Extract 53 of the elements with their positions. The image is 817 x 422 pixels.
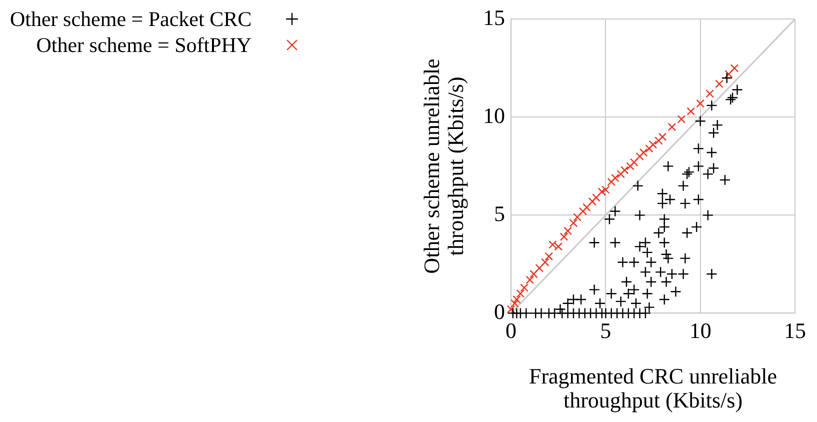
- point: [510, 299, 519, 308]
- point: [648, 140, 658, 149]
- point: [540, 258, 550, 266]
- y-tick-label: 5: [494, 200, 505, 226]
- point: [668, 122, 676, 132]
- point: [616, 170, 625, 178]
- x-tick-label: 10: [689, 318, 712, 344]
- y-tick-label: 15: [483, 4, 505, 30]
- y-tick-label: 10: [483, 102, 505, 128]
- point: [630, 158, 638, 166]
- point: [582, 203, 591, 212]
- x-tick-label: 5: [600, 318, 612, 344]
- point: [544, 252, 553, 260]
- x-tick-label: 15: [784, 318, 806, 344]
- point: [506, 305, 516, 314]
- point: [706, 90, 714, 98]
- point: [602, 186, 610, 194]
- point: [730, 64, 739, 72]
- point: [526, 276, 534, 284]
- point: [645, 144, 654, 153]
- legend-label: Other scheme = SoftPHY: [36, 32, 252, 58]
- point: [554, 242, 562, 251]
- point: [560, 232, 568, 241]
- point: [535, 264, 544, 272]
- point: [686, 107, 695, 116]
- point: [654, 136, 663, 145]
- legend-label: Other scheme = Packet CRC: [10, 6, 252, 32]
- point: [573, 213, 582, 222]
- point: [516, 289, 525, 298]
- point: [592, 193, 600, 202]
- point: [620, 166, 629, 174]
- point: [658, 132, 667, 141]
- point: [569, 218, 578, 228]
- point: [530, 270, 538, 278]
- point: [578, 207, 588, 216]
- point: [724, 70, 733, 78]
- point: [639, 148, 648, 157]
- point: [626, 162, 634, 170]
- point: [512, 295, 521, 304]
- point: [520, 284, 528, 292]
- point: [588, 197, 597, 206]
- point: [636, 152, 644, 161]
- y-tick-label: 0: [494, 298, 505, 324]
- x-axis-title: Fragmented CRC unreliable throughput (Kbits/s): [528, 363, 778, 413]
- point: [696, 99, 704, 108]
- point: [598, 188, 606, 196]
- point: [548, 240, 557, 249]
- point: [715, 80, 724, 88]
- point: [611, 174, 620, 182]
- point: [677, 115, 686, 124]
- point: [607, 178, 616, 186]
- y-axis-title: Other scheme unreliable throughput (Kbits/s): [418, 58, 468, 274]
- point: [564, 226, 572, 236]
